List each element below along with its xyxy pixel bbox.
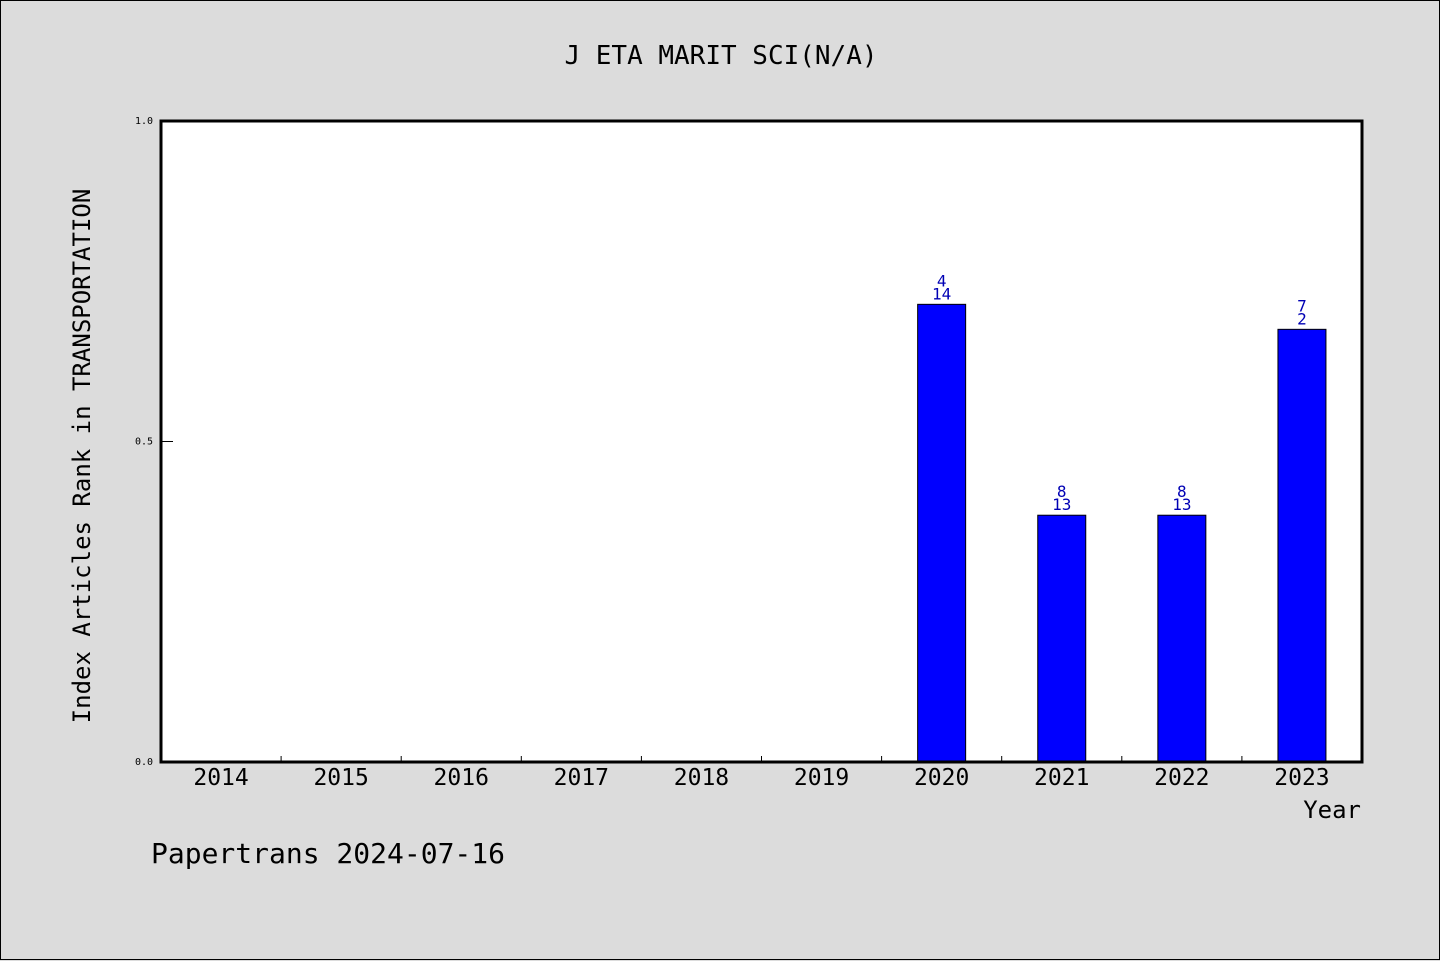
bar-2022 [1157, 514, 1207, 763]
y-tick-label-0: 0.0 [135, 757, 153, 768]
x-tick-label-2023: 2023 [1274, 765, 1329, 791]
footer-text: Papertrans 2024-07-16 [151, 837, 505, 870]
x-tick-label-2020: 2020 [914, 765, 969, 791]
x-tick-label-2015: 2015 [313, 765, 368, 791]
bar-label-bottom-2023: 2 [1297, 309, 1307, 328]
y-tick-label-1: 0.5 [135, 437, 153, 448]
y-tick-label-2: 1.0 [135, 116, 153, 127]
bar-2021 [1037, 514, 1087, 763]
bar-label-top-2023: 7 [1297, 296, 1307, 315]
bar-label-bottom-2020: 14 [932, 284, 951, 303]
x-tick-label-2016: 2016 [434, 765, 489, 791]
bar-2020 [917, 303, 967, 763]
bar-label-top-2020: 4 [937, 271, 947, 290]
bar-label-top-2022: 8 [1177, 482, 1187, 501]
x-tick-label-2022: 2022 [1154, 765, 1209, 791]
x-tick-label-2021: 2021 [1034, 765, 1089, 791]
x-axis-label: Year [1303, 796, 1361, 824]
plot-border [159, 119, 1364, 764]
bar-2023 [1277, 328, 1327, 763]
x-tick-label-2018: 2018 [674, 765, 729, 791]
bar-label-top-2021: 8 [1057, 482, 1067, 501]
bar-series [917, 303, 1327, 763]
bar-label-bottom-2022: 13 [1172, 495, 1191, 514]
x-tick-label-2019: 2019 [794, 765, 849, 791]
chart-title: J ETA MARIT SCI(N/A) [564, 41, 877, 71]
x-axis: 2014 2015 2016 2017 2018 2019 2020 2021 2022 2023 [193, 756, 1330, 791]
y-axis-label: Index Articles Rank in TRANSPORTATION [68, 189, 96, 724]
x-tick-label-2014: 2014 [193, 765, 248, 791]
bar-label-bottom-2021: 13 [1052, 495, 1071, 514]
x-tick-label-2017: 2017 [554, 765, 609, 791]
